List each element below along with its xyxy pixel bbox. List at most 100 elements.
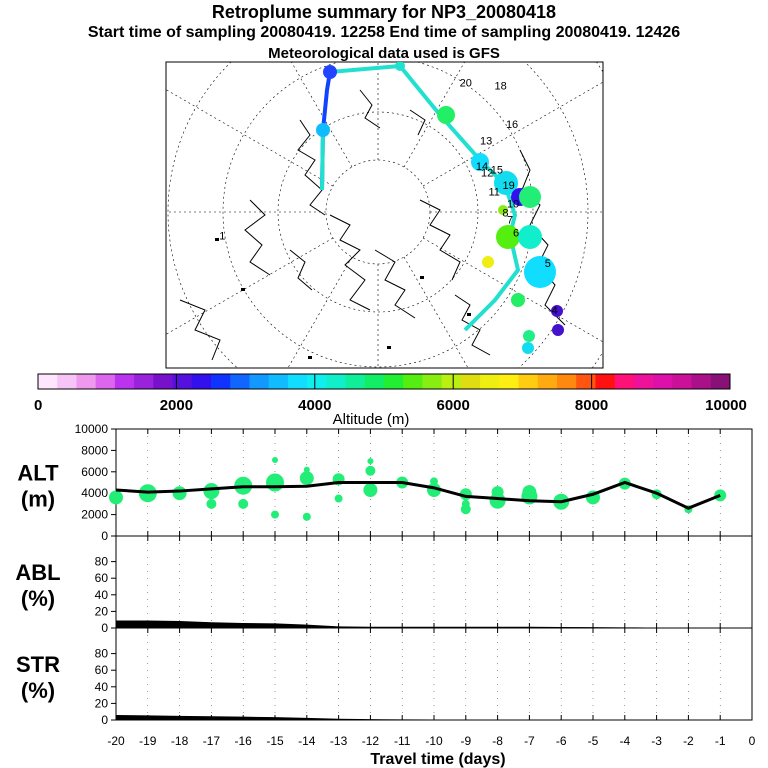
panel-label: ABL [15, 560, 60, 585]
coastline [374, 249, 416, 319]
colorbar-swatch [268, 374, 289, 389]
plume-marker [523, 330, 535, 342]
chart-title: Retroplume summary for NP3_20080418 [211, 2, 557, 22]
colorbar-swatch [191, 374, 212, 389]
plume-marker [511, 293, 525, 307]
plume-point [365, 465, 376, 476]
altitude-colorbar: 0 2000 4000 6000 8000 10000 [34, 373, 747, 414]
y-tick-label: 40 [95, 588, 109, 602]
y-tick-label: 80 [95, 647, 109, 661]
x-tick-label: -14 [298, 734, 316, 748]
y-tick-label: 60 [95, 663, 109, 677]
colorbar-swatch [441, 374, 462, 389]
coastline [179, 299, 221, 361]
y-tick-label: 10000 [75, 422, 109, 436]
day-label: 6 [513, 227, 519, 239]
x-tick-label: -19 [139, 734, 157, 748]
plume-point [109, 490, 123, 505]
polar-map: 1234567810111213141516181920 [165, 61, 604, 369]
plume-marker [522, 342, 534, 354]
x-tick-label: -2 [683, 734, 694, 748]
colorbar-swatch [691, 374, 712, 389]
y-tick-label: 4000 [81, 486, 108, 500]
day-label: 10 [507, 198, 519, 210]
x-tick-label: -5 [588, 734, 599, 748]
day-label: 13 [480, 135, 492, 147]
x-tick-label: -16 [235, 734, 253, 748]
day-label: 1 [219, 230, 225, 242]
plume-point [203, 483, 220, 500]
day-label: 15 [491, 164, 503, 176]
map-speck [467, 313, 471, 316]
trajectory-path [329, 63, 521, 332]
colorbar-swatch [653, 374, 673, 389]
plume-point [525, 489, 534, 498]
plume-marker [437, 106, 455, 124]
plume-point [272, 457, 278, 464]
plume-marker [482, 256, 494, 268]
sampling-time-line: Start time of sampling 20080419. 12258 E… [87, 24, 681, 41]
latitude-circle [167, 62, 589, 368]
plume-marker [316, 123, 330, 137]
x-axis-label: Travel time (days) [370, 751, 505, 768]
time-series-panels: 0200040006000800010000ALT(m)020406080ABL… [15, 422, 755, 748]
y-tick-label: 0 [101, 529, 108, 543]
colorbar-swatch [76, 374, 97, 389]
colorbar-swatch [230, 374, 250, 389]
y-tick-label: 40 [95, 680, 109, 694]
colorbar-swatch [345, 374, 366, 389]
colorbar-tick-label: 2000 [160, 397, 193, 414]
y-tick-label: 60 [95, 571, 109, 585]
plume-marker [496, 225, 520, 249]
coastline [297, 119, 326, 216]
colorbar-swatch [172, 374, 193, 389]
panel-label: ALT [17, 461, 59, 486]
day-label: 16 [506, 119, 518, 131]
y-tick-label: 80 [95, 555, 109, 569]
colorbar-swatch [403, 374, 423, 389]
colorbar-swatch [326, 374, 347, 389]
latitude-circle [222, 62, 534, 368]
x-tick-label: -17 [203, 734, 221, 748]
x-tick-label: -6 [556, 734, 567, 748]
colorbar-swatch [614, 374, 635, 389]
colorbar-swatch [499, 374, 520, 389]
colorbar-swatch [57, 374, 77, 389]
colorbar-swatch [249, 374, 270, 389]
x-tick-label: -13 [330, 734, 348, 748]
colorbar-tick-label: 8000 [575, 397, 608, 414]
panel-label: STR [16, 652, 60, 677]
colorbar-tick-label: 4000 [298, 397, 331, 414]
plume-marker [551, 305, 563, 317]
x-tick-label: -15 [266, 734, 284, 748]
colorbar-swatch [287, 374, 308, 389]
plume-point [461, 499, 470, 508]
colorbar-swatch [595, 374, 616, 389]
plume-point [363, 482, 378, 497]
colorbar-swatch [460, 374, 481, 389]
colorbar-swatch [364, 374, 385, 389]
colorbar-swatch [576, 374, 596, 389]
colorbar-swatch [95, 374, 116, 389]
map-speck [241, 288, 245, 291]
y-tick-label: 20 [95, 696, 109, 710]
day-label: 11 [488, 187, 499, 199]
colorbar-tick-label: 10000 [705, 397, 747, 414]
colorbar-label: Altitude (m) [333, 411, 410, 428]
fraction-area [116, 620, 721, 628]
plume-point [303, 466, 310, 473]
plume-marker [518, 225, 542, 249]
day-label: 7 [507, 215, 513, 227]
meridian-line [291, 62, 353, 168]
colorbar-swatch [537, 374, 558, 389]
colorbar-swatch [384, 374, 404, 389]
plume-point [206, 498, 217, 509]
plume-marker [498, 205, 508, 215]
y-tick-label: 0 [101, 713, 108, 727]
meridian-line [166, 89, 334, 187]
plume-point [367, 458, 374, 465]
coastline [329, 214, 371, 311]
coastline [289, 249, 313, 291]
panel-unit-label: (m) [21, 487, 55, 512]
